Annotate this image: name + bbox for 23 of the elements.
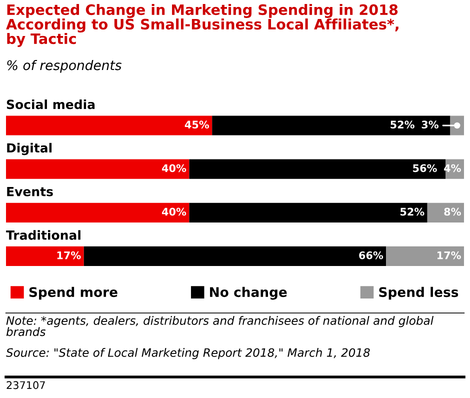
- y-tick-label: Traditional: [6, 230, 80, 240]
- data-label: 40%: [162, 164, 186, 172]
- chart-title: Expected Change in Marketing Spending in 2018 According to US Small-Business Local Affiliates*, by Tactic: [6, 4, 398, 47]
- data-label: 17%: [57, 251, 81, 260]
- data-label: 52%: [390, 120, 414, 129]
- y-tick-label: Digital: [7, 142, 52, 156]
- chart-subtitle: % of respondents: [7, 60, 122, 73]
- data-label: 56%: [413, 164, 437, 172]
- legend-label: Spend more: [29, 286, 118, 300]
- y-tick-label: Social media: [6, 99, 95, 110]
- data-label: 45%: [184, 120, 210, 129]
- legend-label: No change: [210, 286, 287, 300]
- data-label: 66%: [359, 251, 384, 260]
- data-label: 3%: [422, 120, 438, 129]
- data-label: 17%: [437, 251, 461, 260]
- data-label: 40%: [162, 208, 186, 216]
- text: 237107: [6, 381, 45, 390]
- y-tick-label: Events: [7, 186, 53, 196]
- legend-label: Spend less: [379, 286, 458, 300]
- source-note: Source: "State of Local Marketing Report 2018," March 1, 2018: [6, 348, 370, 360]
- text: Note: *agents, dealers, distributors and franchisees of national and global brands: [6, 316, 434, 336]
- data-label: 52%: [400, 208, 424, 216]
- data-label: 8%: [444, 208, 461, 216]
